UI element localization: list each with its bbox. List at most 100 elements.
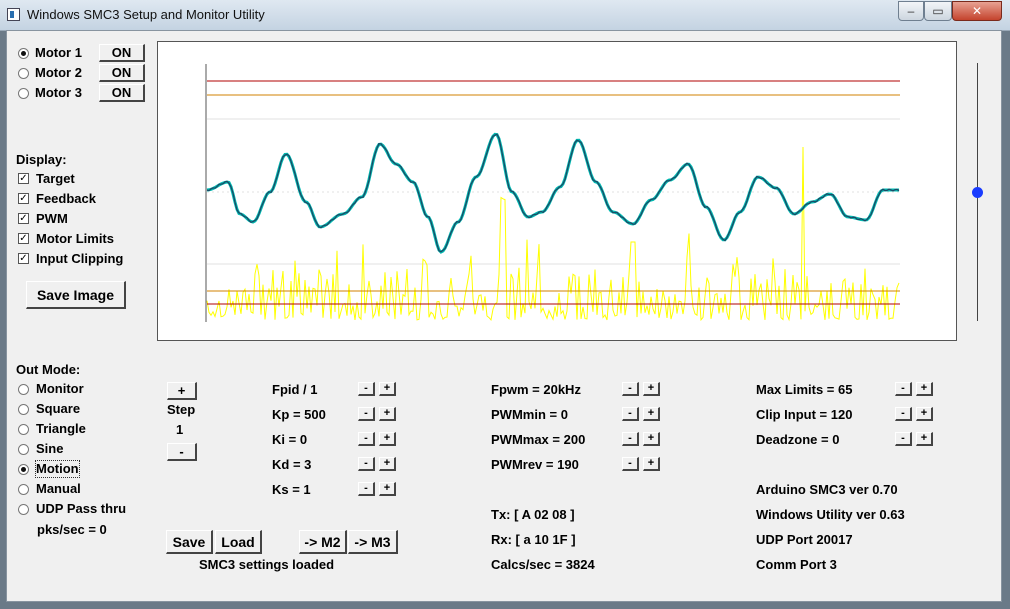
ks-increase-button[interactable]: + <box>379 482 396 496</box>
motor-limits-label: Motor Limits <box>36 231 114 246</box>
mode-triangle-radio[interactable] <box>18 424 29 435</box>
mode-udp-radio[interactable] <box>18 504 29 515</box>
mode-motion-radio[interactable] <box>18 464 29 475</box>
pwmrev-increase-button[interactable]: + <box>643 457 660 471</box>
deadzone-decrease-button[interactable]: - <box>895 432 912 446</box>
mode-udp-label: UDP Pass thru <box>36 501 127 516</box>
target-trace <box>206 132 899 254</box>
plot-svg <box>205 64 900 322</box>
windows-version: Windows Utility ver 0.63 <box>756 507 905 522</box>
motor-1-radio[interactable] <box>18 48 29 59</box>
app-icon <box>7 8 20 21</box>
tx-readout: Tx: [ A 02 08 ] <box>491 507 575 522</box>
pwm-trace <box>206 146 900 322</box>
ks-label: Ks = 1 <box>272 482 311 497</box>
motor-1-label: Motor 1 <box>35 45 82 60</box>
ki-increase-button[interactable]: + <box>379 432 396 446</box>
kd-increase-button[interactable]: + <box>379 457 396 471</box>
fpwm-increase-button[interactable]: + <box>643 382 660 396</box>
pwmmin-label: PWMmin = 0 <box>491 407 568 422</box>
pwm-checkbox[interactable]: ✓ <box>18 213 29 224</box>
pwm-label: PWM <box>36 211 68 226</box>
save-image-button[interactable]: Save Image <box>26 281 126 309</box>
pwmmax-increase-button[interactable]: + <box>643 432 660 446</box>
kp-decrease-button[interactable]: - <box>358 407 375 421</box>
copy-to-m3-button[interactable]: -> M3 <box>348 530 398 554</box>
feedback-trace <box>206 133 900 253</box>
title-bar[interactable]: Windows SMC3 Setup and Monitor Utility –… <box>0 0 1010 31</box>
kd-label: Kd = 3 <box>272 457 312 472</box>
mode-manual-label: Manual <box>36 481 81 496</box>
status-text: SMC3 settings loaded <box>199 557 335 572</box>
fpwm-label: Fpwm = 20kHz <box>491 382 581 397</box>
ks-decrease-button[interactable]: - <box>358 482 375 496</box>
rx-readout: Rx: [ a 10 1F ] <box>491 532 576 547</box>
mode-monitor-radio[interactable] <box>18 384 29 395</box>
mode-monitor-label: Monitor <box>36 381 84 396</box>
mode-triangle-label: Triangle <box>36 421 86 436</box>
motor-2-label: Motor 2 <box>35 65 82 80</box>
ki-label: Ki = 0 <box>272 432 308 447</box>
pwmmax-decrease-button[interactable]: - <box>622 432 639 446</box>
input-clipping-label: Input Clipping <box>36 251 124 266</box>
plot-area <box>157 41 957 341</box>
max-limits-increase-button[interactable]: + <box>916 382 933 396</box>
mode-square-label: Square <box>36 401 81 416</box>
step-increase-button[interactable]: + <box>167 382 197 400</box>
deadzone-label: Deadzone = 0 <box>756 432 840 447</box>
feedback-label: Feedback <box>36 191 96 206</box>
save-button[interactable]: Save <box>166 530 213 554</box>
maximize-button[interactable]: ▭ <box>924 1 952 21</box>
max-limits-decrease-button[interactable]: - <box>895 382 912 396</box>
fpid-label: Fpid / 1 <box>272 382 318 397</box>
ki-decrease-button[interactable]: - <box>358 432 375 446</box>
copy-to-m2-button[interactable]: -> M2 <box>299 530 347 554</box>
clip-input-label: Clip Input = 120 <box>756 407 853 422</box>
pwmrev-label: PWMrev = 190 <box>491 457 579 472</box>
fpwm-decrease-button[interactable]: - <box>622 382 639 396</box>
udp-port: UDP Port 20017 <box>756 532 853 547</box>
comm-port: Comm Port 3 <box>756 557 837 572</box>
target-checkbox[interactable]: ✓ <box>18 173 29 184</box>
mode-sine-label: Sine <box>36 441 64 456</box>
input-clipping-checkbox[interactable]: ✓ <box>18 253 29 264</box>
mode-square-radio[interactable] <box>18 404 29 415</box>
display-heading: Display: <box>16 152 67 167</box>
motor-1-on-button[interactable]: ON <box>99 44 145 62</box>
close-button[interactable]: ✕ <box>952 1 1002 21</box>
load-button[interactable]: Load <box>215 530 262 554</box>
mode-manual-radio[interactable] <box>18 484 29 495</box>
fpid-decrease-button[interactable]: - <box>358 382 375 396</box>
main-panel: Motor 1 ON Motor 2 ON Motor 3 ON Display… <box>6 30 1002 602</box>
clip-input-increase-button[interactable]: + <box>916 407 933 421</box>
deadzone-increase-button[interactable]: + <box>916 432 933 446</box>
feedback-checkbox[interactable]: ✓ <box>18 193 29 204</box>
minimize-button[interactable]: – <box>898 1 924 21</box>
mode-motion-label: Motion <box>35 460 80 478</box>
kd-decrease-button[interactable]: - <box>358 457 375 471</box>
motor-2-on-button[interactable]: ON <box>99 64 145 82</box>
motor-3-on-button[interactable]: ON <box>99 84 145 102</box>
position-slider-thumb[interactable] <box>972 187 983 198</box>
motor-2-radio[interactable] <box>18 68 29 79</box>
step-label: Step <box>167 402 196 417</box>
calcs-readout: Calcs/sec = 3824 <box>491 557 595 572</box>
motor-limits-checkbox[interactable]: ✓ <box>18 233 29 244</box>
pwmmin-decrease-button[interactable]: - <box>622 407 639 421</box>
pks-sec-readout: pks/sec = 0 <box>37 522 107 537</box>
pwmrev-decrease-button[interactable]: - <box>622 457 639 471</box>
max-limits-label: Max Limits = 65 <box>756 382 853 397</box>
pwmmin-increase-button[interactable]: + <box>643 407 660 421</box>
window-title: Windows SMC3 Setup and Monitor Utility <box>27 7 265 22</box>
out-mode-heading: Out Mode: <box>16 362 81 377</box>
kp-increase-button[interactable]: + <box>379 407 396 421</box>
mode-sine-radio[interactable] <box>18 444 29 455</box>
step-decrease-button[interactable]: - <box>167 443 197 461</box>
arduino-version: Arduino SMC3 ver 0.70 <box>756 482 898 497</box>
clip-input-decrease-button[interactable]: - <box>895 407 912 421</box>
motor-3-radio[interactable] <box>18 88 29 99</box>
fpid-increase-button[interactable]: + <box>379 382 396 396</box>
motor-3-label: Motor 3 <box>35 85 82 100</box>
target-label: Target <box>36 171 75 186</box>
kp-label: Kp = 500 <box>272 407 326 422</box>
